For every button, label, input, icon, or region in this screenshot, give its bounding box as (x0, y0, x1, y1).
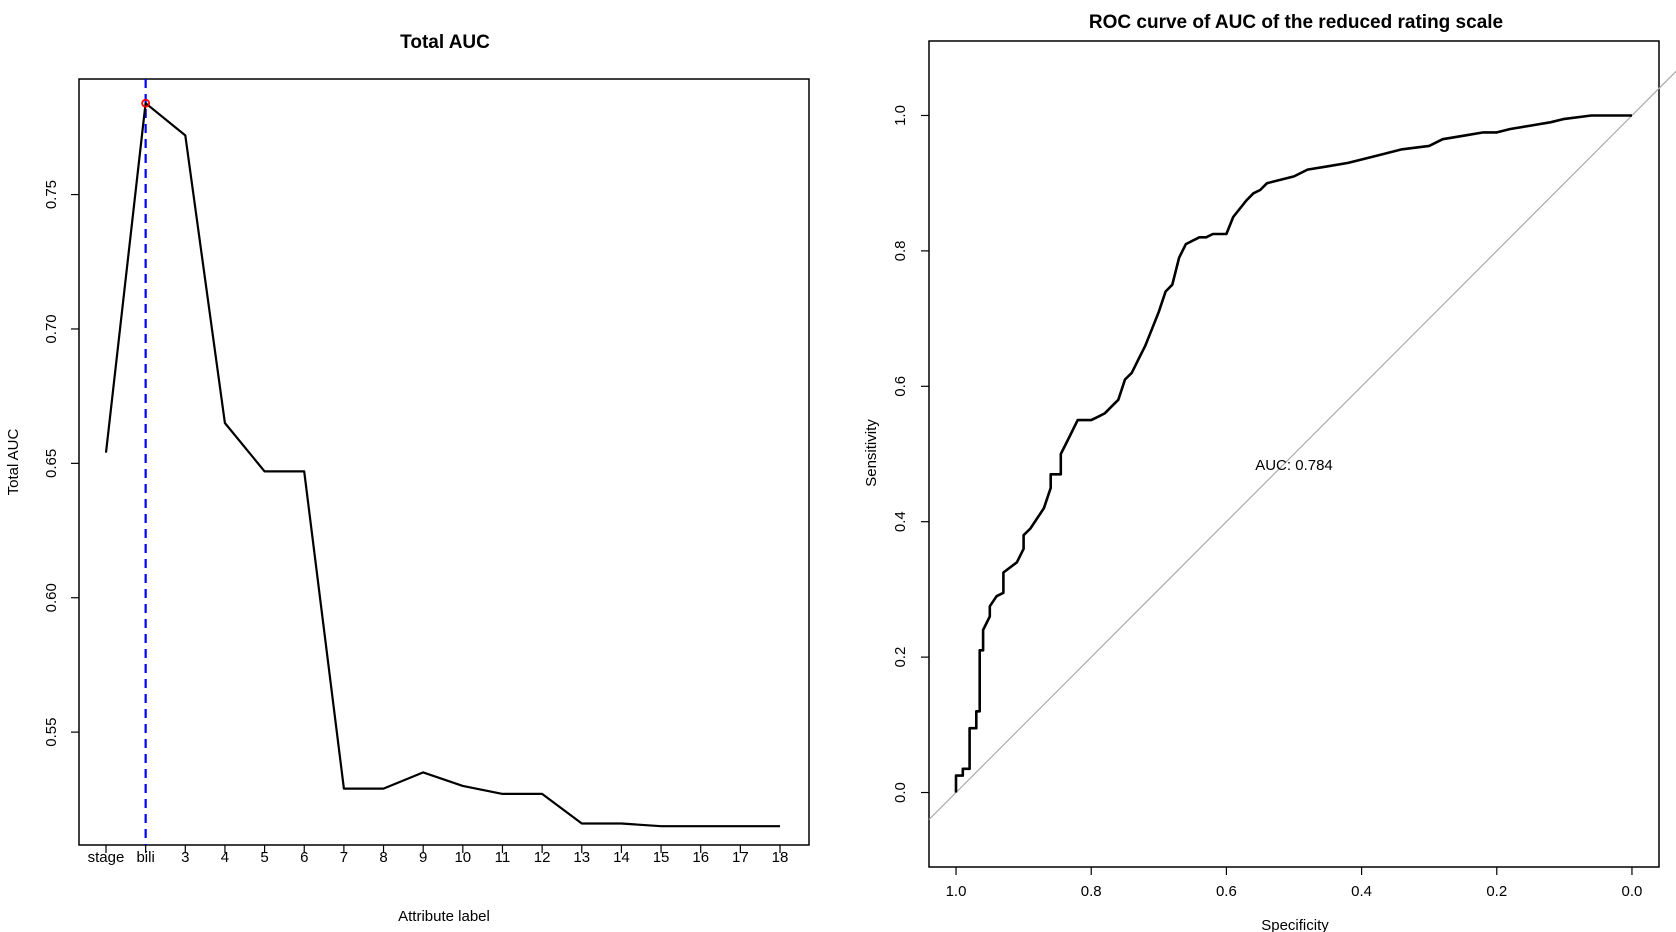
right-y-tick-label: 0.6 (892, 376, 909, 397)
left-y-axis-label: Total AUC (5, 428, 22, 495)
right-x-tick-label: 0.4 (1351, 883, 1372, 900)
left-x-tick-label: 8 (379, 849, 387, 866)
left-x-tick-label: 10 (454, 849, 471, 866)
roc-curve-line (954, 114, 1632, 793)
left-chart-title: Total AUC (400, 32, 490, 53)
right-y-tick-label: 0.8 (892, 240, 909, 261)
right-series-group (954, 114, 1632, 793)
roc-panel: ROC curve of AUC of the reduced rating s… (863, 12, 1676, 932)
right-y-tick-label: 0.4 (892, 511, 909, 532)
left-y-tick-label: 0.55 (43, 718, 60, 747)
left-x-tick-label: stage (88, 849, 125, 866)
left-x-tick-label: 7 (340, 849, 348, 866)
right-y-axis-label: Sensitivity (863, 419, 880, 487)
left-y-tick-label: 0.65 (43, 449, 60, 478)
right-plot-frame (928, 40, 1660, 868)
left-x-tick-label: 15 (653, 849, 670, 866)
right-y-tick-label: 1.0 (892, 105, 909, 126)
total-auc-line (104, 102, 780, 828)
left-y-ticks: 0.55 0.60 0.65 0.70 0.75 (43, 180, 79, 747)
left-x-tick-label: 4 (221, 849, 229, 866)
right-chart-title: ROC curve of AUC of the reduced rating s… (1089, 12, 1503, 33)
left-x-tick-label: bili (136, 849, 154, 866)
right-x-tick-label: 0.6 (1216, 883, 1237, 900)
chance-diagonal-line (928, 70, 1676, 821)
left-x-tick-label: 13 (573, 849, 590, 866)
left-x-tick-label: 6 (300, 849, 308, 866)
left-x-tick-label: 3 (181, 849, 189, 866)
left-x-tick-label: 14 (613, 849, 630, 866)
left-series-group (104, 102, 781, 828)
right-y-tick-label: 0.2 (892, 647, 909, 668)
left-x-ticks: stage bili 3 4 5 6 7 8 9 10 11 12 13 14 15 16 17 18 (88, 845, 789, 866)
left-x-tick-label: 17 (732, 849, 749, 866)
left-y-tick-label: 0.60 (43, 583, 60, 612)
left-x-tick-label: 12 (534, 849, 551, 866)
right-y-ticks: 0.0 0.2 0.4 0.6 0.8 1.0 (892, 105, 929, 803)
right-x-ticks: 1.0 0.8 0.6 0.4 0.2 0.0 (946, 867, 1643, 900)
left-y-tick-label: 0.70 (43, 314, 60, 343)
right-x-tick-label: 0.0 (1622, 883, 1643, 900)
left-x-tick-label: 5 (260, 849, 268, 866)
max-auc-point (141, 98, 151, 108)
left-x-tick-label: 11 (495, 849, 511, 866)
right-x-tick-label: 0.8 (1081, 883, 1102, 900)
left-y-tick-label: 0.75 (43, 180, 60, 209)
left-x-tick-label: 18 (772, 849, 789, 866)
right-x-tick-label: 0.2 (1486, 883, 1507, 900)
left-x-tick-label: 9 (419, 849, 427, 866)
auc-annotation: AUC: 0.784 (1255, 457, 1333, 474)
right-y-tick-label: 0.0 (892, 782, 909, 803)
left-x-axis-label: Attribute label (398, 908, 490, 925)
left-plot-frame (78, 78, 810, 846)
left-x-tick-label: 16 (692, 849, 709, 866)
total-auc-panel: Total AUC Attribute label Total AUC 0.55… (5, 32, 810, 925)
right-x-axis-label: Specificity (1261, 917, 1329, 932)
right-x-tick-label: 1.0 (946, 883, 967, 900)
